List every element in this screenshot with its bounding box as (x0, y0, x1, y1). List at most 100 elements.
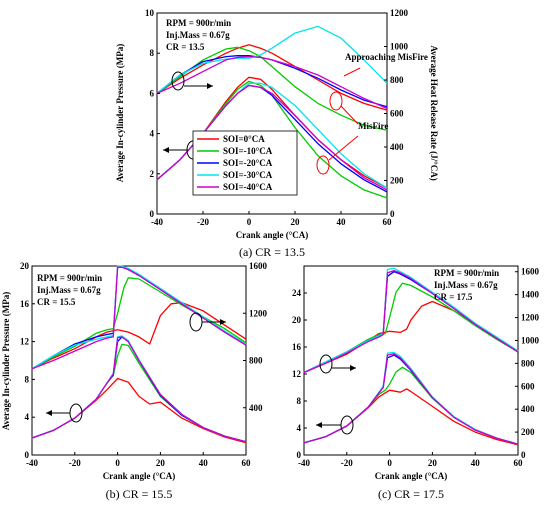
series-line-right (156, 44, 388, 111)
callout-ellipse (189, 312, 203, 332)
series-line-left (303, 388, 519, 446)
y2-tick-label: 1600 (521, 267, 540, 277)
series-line-right (156, 46, 388, 131)
annotation-rpm: RPM = 900r/min (434, 268, 499, 278)
y2-tick-label: 1200 (249, 308, 268, 318)
annotation-injmass: Inj.Mass = 0.67g (166, 30, 230, 40)
y-tick-label: 0 (150, 209, 155, 219)
y-tick-label: 12 (292, 369, 302, 379)
x-tick-label: 0 (115, 458, 120, 468)
series-line-right (156, 55, 388, 110)
series-line-right (31, 265, 247, 370)
arrow-head (316, 422, 322, 428)
callout-markers (46, 312, 226, 423)
x-tick-label: 0 (387, 458, 392, 468)
x-tick-label: 20 (428, 458, 438, 468)
x-axis-label: Crank angle (°CA) (375, 471, 448, 481)
y2-tick-label: 800 (390, 75, 404, 85)
y2-axis-label: Average Heat Release Rate (J/°CA) (429, 45, 439, 180)
y2-tick-label: 400 (521, 404, 535, 414)
y-tick-label: 8 (25, 374, 30, 384)
arrow-head (46, 410, 52, 416)
y-tick-label: 16 (20, 299, 30, 309)
x-tick-label: 40 (199, 458, 209, 468)
y2-tick-label: 1600 (249, 261, 268, 271)
callout-arrow (343, 67, 361, 77)
axes: -40 -20 0 20 40 60048121620240200400600800100… (292, 267, 540, 468)
arrow-head (350, 365, 356, 371)
series-line-left (303, 366, 519, 445)
panel-b: -40 -20 0 20 40 60 0 4 8 12 16 20 400 800 1200 1600 Cra… (1, 261, 268, 501)
y2-tick-label: 1000 (521, 335, 540, 345)
annotation-rpm: RPM = 900r/min (166, 18, 231, 28)
annotation-approaching-misfire: Approaching MisFire (345, 52, 428, 62)
x-axis-label: Crank angle (°CA) (103, 471, 176, 481)
callout-arrow (328, 135, 359, 161)
series-line-right (156, 25, 388, 94)
y-tick-label: 4 (150, 129, 155, 139)
series-line-left (31, 377, 247, 444)
arrow-head (207, 83, 213, 89)
annotation-injmass: Inj.Mass = 0.67g (37, 285, 101, 295)
y2-tick-label: 800 (521, 358, 535, 368)
caption: (c) CR = 17.5 (378, 487, 444, 501)
x-tick-label: 60 (242, 458, 252, 468)
annotation-cr: CR = 13.5 (166, 42, 205, 52)
annotation-cr: CR = 15.5 (37, 297, 76, 307)
x-axis-label: Crank angle (°CA) (236, 230, 309, 240)
y-tick-label: 8 (150, 48, 155, 58)
annotation-cr: CR = 17.5 (434, 292, 473, 302)
y-tick-label: 0 (297, 450, 302, 460)
y-tick-label: 24 (292, 288, 302, 298)
legend-entry: SOI=0°CA (223, 134, 265, 144)
x-tick-label: 60 (383, 217, 393, 227)
x-tick-label: 20 (156, 458, 166, 468)
legend-entry: SOI=-10°CA (223, 146, 273, 156)
y2-tick-label: 1200 (521, 313, 540, 323)
y2-tick-label: 400 (390, 142, 404, 152)
plot-frame (303, 265, 519, 456)
y2-tick-label: 600 (521, 381, 535, 391)
callout-ellipse (316, 155, 330, 175)
y-axis-label: Average In-cylinder Pressure (MPa) (115, 44, 125, 183)
x-tick-label: -20 (341, 458, 353, 468)
callout-ellipse (319, 354, 333, 374)
legend-entry: SOI=-40°CA (223, 182, 273, 192)
y-tick-label: 16 (292, 342, 302, 352)
arrow-head (163, 147, 169, 153)
legend: SOI=0°CA SOI=-10°CA SOI=-20°CA SOI=-30°CA SO… (192, 130, 298, 196)
y2-tick-label: 0 (521, 450, 526, 460)
caption: (b) CR = 15.5 (106, 487, 173, 501)
x-tick-label: 60 (514, 458, 524, 468)
y-tick-label: 20 (20, 261, 30, 271)
panel-c: -40 -20 0 20 40 60048121620240200400600800100… (292, 265, 540, 501)
annotation-rpm: RPM = 900r/min (37, 273, 102, 283)
arrow-head (220, 319, 226, 325)
chart-marks (303, 267, 519, 446)
y-tick-label: 8 (297, 396, 302, 406)
series-line-left (31, 336, 247, 443)
axes: -40 -20 0 20 40 60024681002004006008001000120… (145, 8, 409, 227)
x-tick-label: -40 (298, 458, 310, 468)
series-line-right (303, 300, 519, 374)
y-tick-label: 4 (25, 412, 30, 422)
callout-ellipse (329, 91, 343, 111)
x-tick-label: -20 (197, 217, 209, 227)
series-line-left (303, 351, 519, 445)
series-line-right (303, 269, 519, 374)
y-tick-label: 12 (20, 337, 30, 347)
y2-tick-label: 0 (390, 209, 395, 219)
y2-tick-label: 1400 (521, 290, 540, 300)
y2-tick-label: 200 (521, 427, 535, 437)
y-tick-label: 6 (150, 88, 155, 98)
callout-markers (316, 354, 356, 435)
series-line-left (31, 336, 247, 443)
y2-tick-label: 800 (249, 356, 263, 366)
y2-tick-label: 600 (390, 109, 404, 119)
y-tick-label: 20 (292, 315, 302, 325)
legend-entry: SOI=-20°CA (223, 158, 273, 168)
y-tick-label: 2 (150, 169, 155, 179)
annotation-injmass: Inj.Mass = 0.67g (434, 280, 498, 290)
panel-a: -40 -20 0 20 40 60024681002004006008001000120… (115, 8, 439, 259)
